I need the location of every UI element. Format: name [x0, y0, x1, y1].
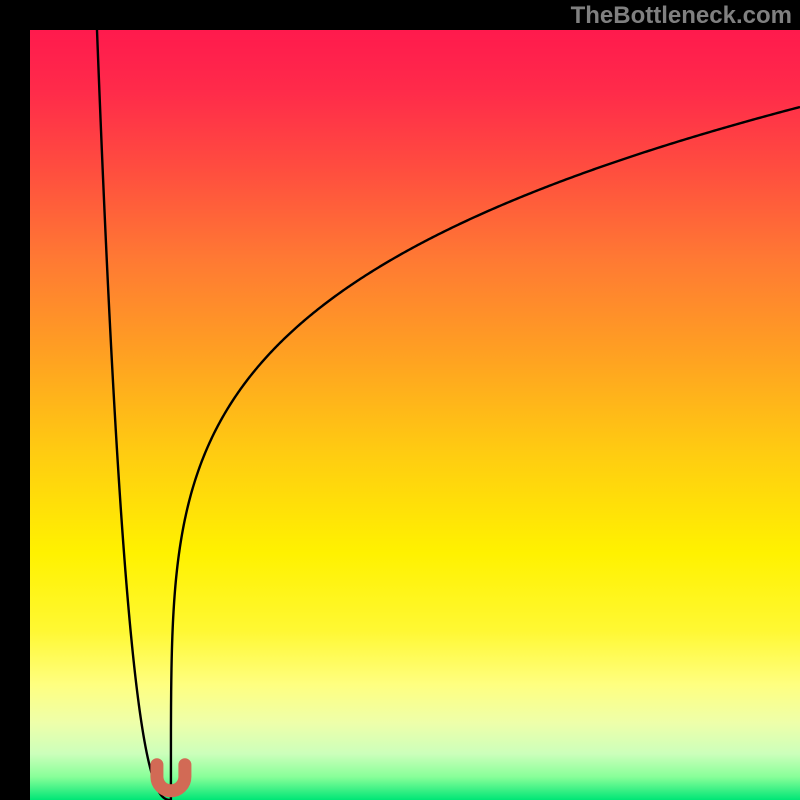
curve-layer: [0, 0, 800, 800]
watermark-label: TheBottleneck.com: [571, 2, 792, 30]
chart-container: TheBottleneck.com: [0, 0, 800, 800]
bottleneck-curve: [97, 30, 800, 800]
